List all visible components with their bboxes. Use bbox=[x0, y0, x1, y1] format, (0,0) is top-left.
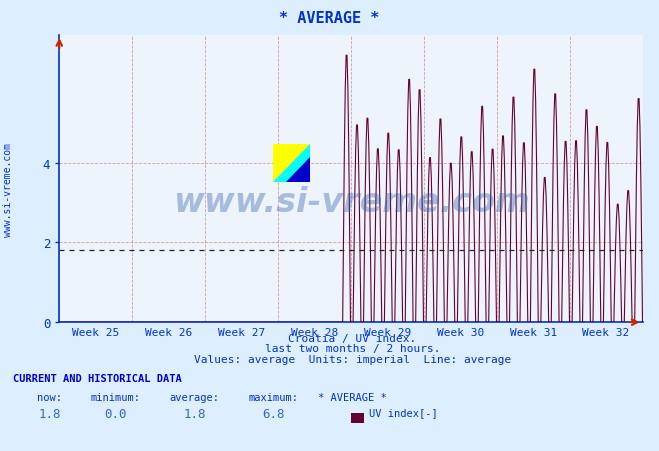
Text: maximum:: maximum: bbox=[248, 392, 299, 402]
Polygon shape bbox=[286, 158, 310, 183]
Text: 6.8: 6.8 bbox=[262, 407, 285, 420]
Text: www.si-vreme.com: www.si-vreme.com bbox=[173, 186, 529, 219]
Text: 0.0: 0.0 bbox=[104, 407, 127, 420]
Text: now:: now: bbox=[37, 392, 62, 402]
Polygon shape bbox=[273, 144, 310, 183]
Text: minimum:: minimum: bbox=[90, 392, 140, 402]
Text: last two months / 2 hours.: last two months / 2 hours. bbox=[265, 344, 440, 354]
Text: www.si-vreme.com: www.si-vreme.com bbox=[3, 143, 13, 236]
Polygon shape bbox=[273, 144, 310, 183]
Text: average:: average: bbox=[169, 392, 219, 402]
Text: 1.8: 1.8 bbox=[183, 407, 206, 420]
Text: 1.8: 1.8 bbox=[38, 407, 61, 420]
Text: UV index[-]: UV index[-] bbox=[369, 407, 438, 417]
Text: Croatia / UV index.: Croatia / UV index. bbox=[289, 333, 416, 343]
Text: * AVERAGE *: * AVERAGE * bbox=[318, 392, 387, 402]
Text: * AVERAGE *: * AVERAGE * bbox=[279, 11, 380, 26]
Text: CURRENT AND HISTORICAL DATA: CURRENT AND HISTORICAL DATA bbox=[13, 373, 182, 383]
Text: Values: average  Units: imperial  Line: average: Values: average Units: imperial Line: av… bbox=[194, 354, 511, 364]
